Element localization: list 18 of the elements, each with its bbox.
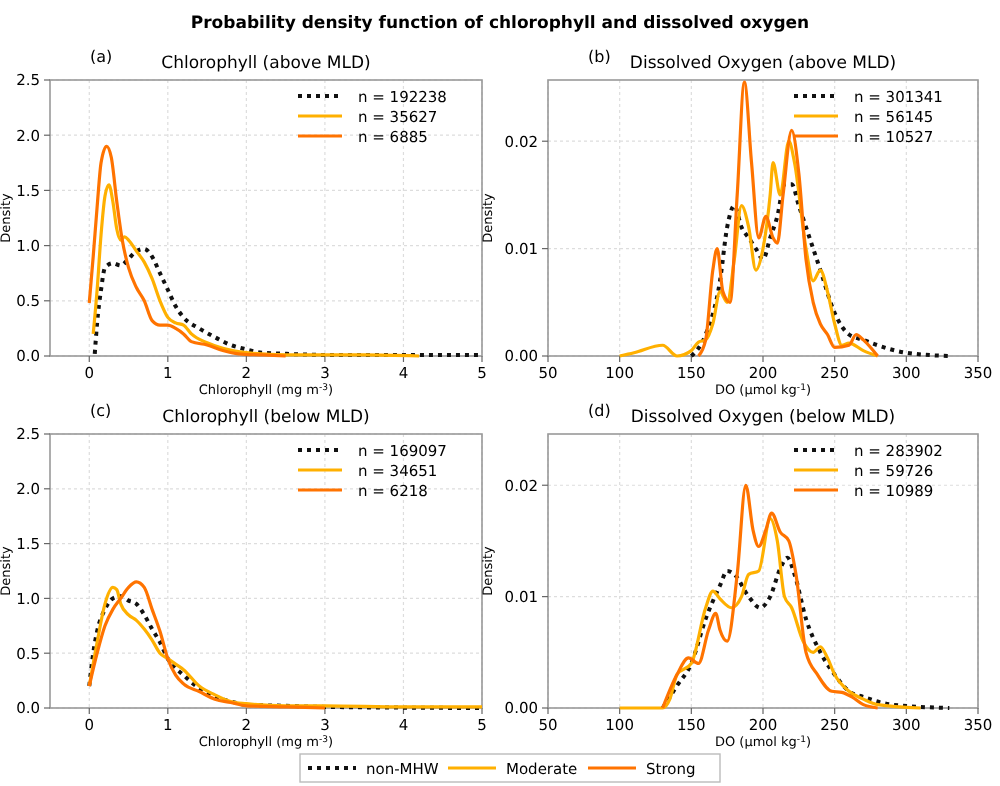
line-series [87,144,288,358]
chart-title: Dissolved Oxygen (below MLD) [630,408,896,428]
text: (c) [90,402,112,420]
chart-title: Dissolved Oxygen (above MLD) [629,54,897,74]
line-series [92,246,484,357]
line-series [661,483,880,710]
chart-title: Chlorophyll (below MLD) [162,408,370,428]
text: Probability density function of chlorophyll and dissolved oxygen [190,14,810,34]
text: (a) [90,48,113,66]
line-series [618,517,923,710]
line-series [87,580,327,710]
line-series [618,139,880,358]
text: (d) [588,402,611,420]
line-series [91,183,421,358]
line-series [696,80,880,358]
line-series [689,182,952,358]
text: (b) [588,48,611,66]
chart-title: Chlorophyll (above MLD) [161,54,371,74]
